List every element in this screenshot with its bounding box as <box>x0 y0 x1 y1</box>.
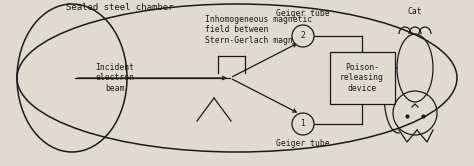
Text: Cat: Cat <box>408 6 422 15</box>
Circle shape <box>292 25 314 47</box>
Text: 2: 2 <box>301 32 305 41</box>
Text: Geiger tube: Geiger tube <box>276 139 330 149</box>
Text: Geiger tube: Geiger tube <box>276 9 330 18</box>
Circle shape <box>292 113 314 135</box>
Text: Sealed steel chamber: Sealed steel chamber <box>66 3 174 12</box>
Text: Incident
electron
beam: Incident electron beam <box>95 63 135 93</box>
Text: Poison-
releasing
device: Poison- releasing device <box>340 63 384 93</box>
Text: 1: 1 <box>301 120 305 128</box>
Bar <box>330 52 395 104</box>
Text: Inhomogeneous magnetic
field between
Stern-Gerlach magnets: Inhomogeneous magnetic field between Ste… <box>205 15 312 45</box>
